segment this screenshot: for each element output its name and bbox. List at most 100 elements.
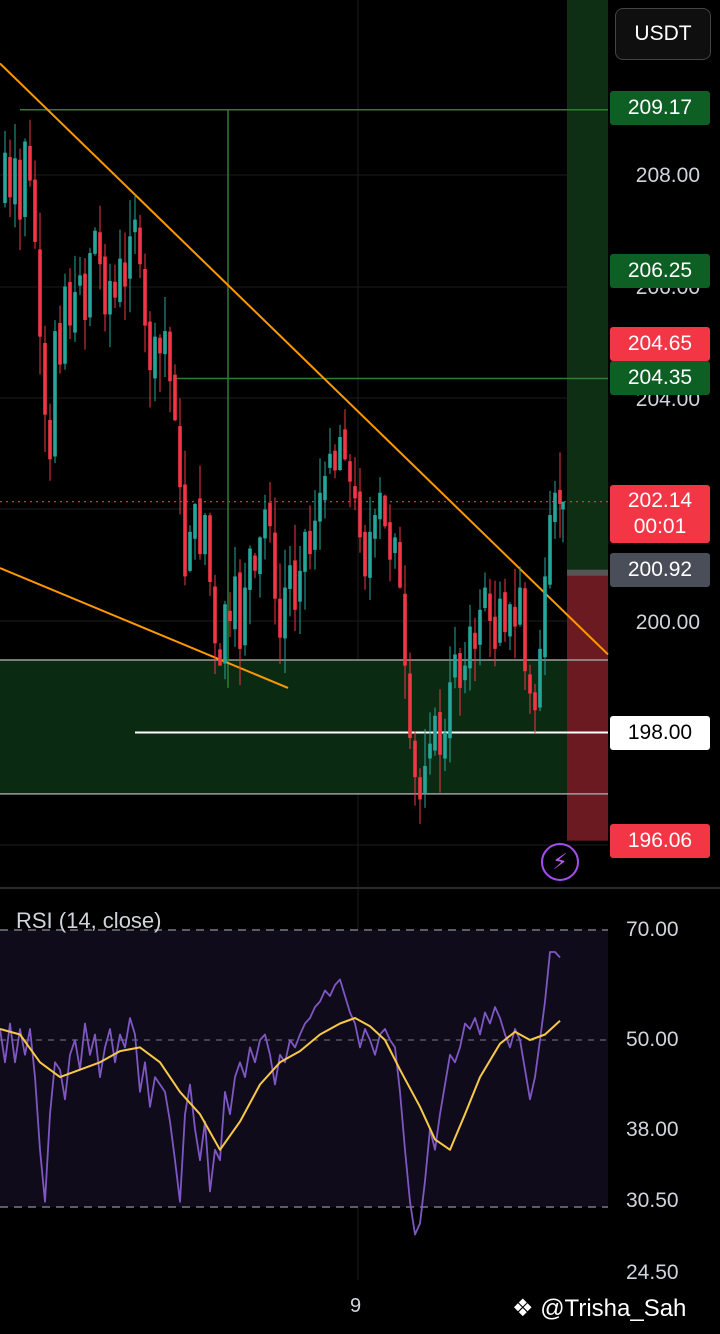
candle-body [383,495,387,527]
candle-body [308,530,312,555]
candle-body [483,587,487,609]
candle-body [73,292,77,333]
candle-body [558,489,562,504]
chart-zones [0,0,608,841]
candle-body [408,673,412,739]
y-tick-label: 200.00 [635,611,700,634]
price-tag-200-92: 200.92 [610,553,710,587]
candle-body [188,531,192,571]
candle-body [478,609,482,645]
candle-body [358,491,362,538]
candle-body [561,501,565,510]
candle-body [323,476,327,501]
candle-body [278,598,282,638]
candle-body [13,158,17,205]
candle-body [378,492,382,520]
rsi-tick-label: 30.50 [626,1189,679,1212]
loss-zone [567,569,608,841]
candle-body [508,604,512,637]
support-zone [0,660,608,794]
candle-body [523,588,527,672]
candle-body [488,593,492,621]
rsi-panel [0,929,608,1236]
candle-body [543,576,547,658]
candle-body [293,560,297,610]
candle-body [388,522,392,560]
candle-body [253,555,257,571]
candle-body [138,227,142,265]
current-price-label: 202.14 [627,489,693,512]
candle-body [178,426,182,488]
x-date-label: 9 [350,1295,362,1317]
trendlines [0,62,609,689]
candle-body [403,593,407,666]
candle-body [513,606,517,627]
rsi-tick-label: 50.00 [626,1028,679,1051]
candles [3,119,565,824]
candle-body [318,492,322,522]
candle-body [218,649,222,666]
candle-body [108,280,112,315]
candle-body [473,632,477,649]
y-tick-label: 208.00 [635,164,700,187]
candle-body [58,322,62,365]
candle-body [83,273,87,320]
price-tag-196-06: 196.06 [610,824,710,858]
candle-body [113,281,117,298]
rsi-tick-label: 70.00 [626,918,679,941]
currency-button[interactable]: USDT [615,8,711,60]
candle-body [103,256,107,315]
countdown-label: 00:01 [633,515,687,538]
candle-body [173,374,177,421]
candle-body [98,232,102,265]
candle-body [503,592,507,633]
candle-body [373,515,377,539]
candle-body [168,331,172,382]
candle-body [243,587,247,646]
candle-body [158,337,162,354]
price-tag-209-17: 209.17 [610,91,710,125]
candle-body [343,429,347,460]
profit-zone [567,0,608,570]
candle-body [3,152,7,204]
candle-body [233,576,237,630]
candle-body [38,249,42,337]
candle-body [263,509,267,539]
rsi-tick-label: 24.50 [626,1261,679,1284]
candle-body [248,548,252,590]
candle-body [78,275,82,286]
candle-body [43,343,47,415]
candle-body [548,515,552,585]
entry-line [567,569,608,576]
candle-body [153,336,157,379]
candle-body [118,258,122,303]
candle-body [48,419,52,460]
candle-body [18,159,22,220]
candle-body [338,437,342,471]
candle-body [518,587,522,625]
candle-body [53,331,57,457]
candle-body [93,230,97,254]
candle-body [443,732,447,759]
lightning-icon[interactable]: ⚡ [541,843,579,881]
candle-body [208,515,212,582]
candle-body [348,461,352,482]
candle-body [228,610,232,621]
candle-body [413,740,417,778]
candle-body [493,616,497,649]
candle-body [68,281,72,326]
candle-body [23,141,27,217]
candle-body [223,604,227,664]
candle-body [333,450,337,471]
candle-body [468,626,472,669]
candle-body [33,179,37,242]
current-price-tag: 202.14 00:01 [610,485,710,543]
candle-body [198,498,202,555]
candle-body [528,674,532,694]
candle-body [533,692,537,711]
candle-body [418,777,422,800]
candle-body [463,665,467,681]
candle-body [8,156,12,198]
price-tag-204-65: 204.65 [610,327,710,361]
